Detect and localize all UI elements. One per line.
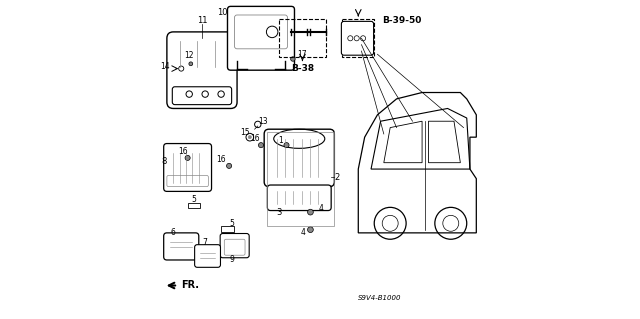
Bar [278, 19, 326, 57]
Text: 11: 11 [196, 16, 207, 25]
Text: 15: 15 [240, 128, 250, 137]
Text: 5: 5 [191, 195, 196, 204]
Text: 10: 10 [217, 8, 227, 17]
Text: B-39-50: B-39-50 [382, 16, 422, 25]
FancyBboxPatch shape [167, 175, 209, 187]
Text: 8: 8 [161, 157, 166, 166]
Text: S9V4-B1000: S9V4-B1000 [358, 295, 401, 301]
Text: 2: 2 [334, 173, 340, 182]
Text: 6: 6 [171, 228, 176, 237]
Text: 5: 5 [230, 219, 235, 228]
FancyBboxPatch shape [341, 21, 374, 55]
Circle shape [259, 143, 264, 148]
Text: 16: 16 [178, 147, 188, 156]
Text: 13: 13 [258, 117, 268, 126]
Bar [188, 203, 200, 208]
Circle shape [308, 227, 314, 233]
Text: 4: 4 [319, 204, 323, 213]
FancyBboxPatch shape [167, 32, 237, 108]
Bar [342, 19, 374, 57]
FancyBboxPatch shape [264, 129, 334, 187]
Text: 16: 16 [216, 155, 226, 164]
Text: 7: 7 [203, 238, 207, 247]
Circle shape [284, 143, 289, 148]
Text: 4: 4 [301, 228, 306, 237]
FancyBboxPatch shape [224, 239, 245, 255]
Bar [221, 226, 234, 232]
Text: B-38: B-38 [291, 64, 314, 73]
Circle shape [185, 155, 190, 160]
Circle shape [308, 209, 314, 215]
Circle shape [248, 136, 252, 139]
Bar [268, 132, 334, 226]
Circle shape [227, 163, 232, 168]
Text: 12: 12 [184, 51, 194, 60]
FancyBboxPatch shape [164, 144, 212, 191]
FancyBboxPatch shape [234, 15, 287, 49]
FancyBboxPatch shape [227, 6, 294, 70]
Text: 16: 16 [250, 134, 259, 143]
Text: 1: 1 [278, 136, 284, 145]
FancyBboxPatch shape [268, 185, 331, 211]
FancyBboxPatch shape [220, 234, 249, 258]
FancyBboxPatch shape [164, 233, 199, 260]
Circle shape [189, 62, 193, 66]
Text: 14: 14 [161, 63, 170, 71]
Text: 17: 17 [298, 50, 307, 59]
Text: 3: 3 [276, 208, 281, 217]
Circle shape [291, 57, 295, 61]
Text: 9: 9 [230, 256, 235, 264]
Text: FR.: FR. [181, 279, 199, 290]
FancyBboxPatch shape [195, 245, 220, 267]
FancyBboxPatch shape [172, 87, 232, 105]
